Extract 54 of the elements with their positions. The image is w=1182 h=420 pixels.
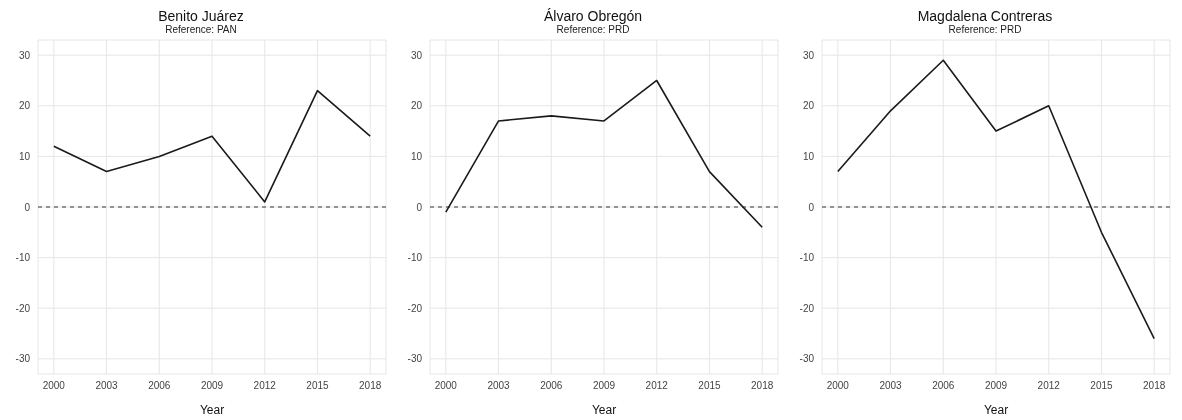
y-tick-label: -20 bbox=[407, 302, 423, 314]
x-tick-label: 2003 bbox=[487, 380, 511, 392]
x-tick-label: 2000 bbox=[826, 380, 850, 392]
x-axis-title: Year bbox=[591, 403, 617, 417]
x-tick-label: 2009 bbox=[200, 380, 224, 392]
x-axis-title: Year bbox=[199, 403, 225, 417]
chart-subtitle: Reference: PRD bbox=[555, 24, 631, 36]
x-tick-label: 2009 bbox=[984, 380, 1008, 392]
x-tick-label: 2006 bbox=[932, 380, 955, 392]
y-tick-label: -30 bbox=[15, 353, 31, 365]
x-tick-label: 2018 bbox=[1143, 380, 1166, 392]
chart-title: Benito Juárez bbox=[157, 8, 245, 24]
y-tick-label: 20 bbox=[802, 100, 815, 112]
x-tick-label: 2015 bbox=[306, 380, 330, 392]
x-tick-label: 2003 bbox=[879, 380, 903, 392]
x-tick-label: 2015 bbox=[698, 380, 722, 392]
y-tick-label: -10 bbox=[799, 252, 815, 264]
y-tick-label: 0 bbox=[808, 201, 815, 213]
y-tick-label: -10 bbox=[407, 252, 423, 264]
x-tick-label: 2009 bbox=[592, 380, 616, 392]
y-tick-label: -20 bbox=[15, 302, 31, 314]
chart-title: Magdalena Contreras bbox=[916, 8, 1054, 24]
chart-subtitle: Reference: PRD bbox=[947, 24, 1023, 36]
line-series bbox=[837, 59, 1155, 340]
y-tick-label: 30 bbox=[18, 49, 31, 61]
y-tick-label: 20 bbox=[410, 100, 423, 112]
y-tick-label: 10 bbox=[18, 150, 31, 162]
x-tick-label: 2018 bbox=[359, 380, 382, 392]
x-tick-label: 2000 bbox=[42, 380, 66, 392]
x-tick-label: 2012 bbox=[253, 380, 277, 392]
line-series bbox=[445, 79, 763, 229]
x-axis-title: Year bbox=[983, 403, 1009, 417]
y-tick-label: 20 bbox=[18, 100, 31, 112]
chart-subtitle: Reference: PAN bbox=[164, 24, 238, 36]
chart-title: Álvaro Obregón bbox=[542, 8, 644, 24]
y-tick-label: 30 bbox=[802, 49, 815, 61]
x-tick-label: 2000 bbox=[434, 380, 458, 392]
y-tick-label: 30 bbox=[410, 49, 423, 61]
x-tick-label: 2012 bbox=[645, 380, 669, 392]
y-tick-label: 10 bbox=[410, 150, 423, 162]
y-tick-label: -10 bbox=[15, 252, 31, 264]
y-tick-label: 0 bbox=[416, 201, 423, 213]
line-series bbox=[53, 89, 371, 203]
x-tick-label: 2012 bbox=[1037, 380, 1061, 392]
x-tick-label: 2015 bbox=[1090, 380, 1114, 392]
x-tick-label: 2006 bbox=[540, 380, 563, 392]
x-tick-label: 2006 bbox=[148, 380, 171, 392]
y-tick-label: -30 bbox=[799, 353, 815, 365]
x-tick-label: 2003 bbox=[95, 380, 119, 392]
y-tick-label: -30 bbox=[407, 353, 423, 365]
y-tick-label: 0 bbox=[24, 201, 31, 213]
x-tick-label: 2018 bbox=[751, 380, 774, 392]
y-tick-label: 10 bbox=[802, 150, 815, 162]
y-tick-label: -20 bbox=[799, 302, 815, 314]
